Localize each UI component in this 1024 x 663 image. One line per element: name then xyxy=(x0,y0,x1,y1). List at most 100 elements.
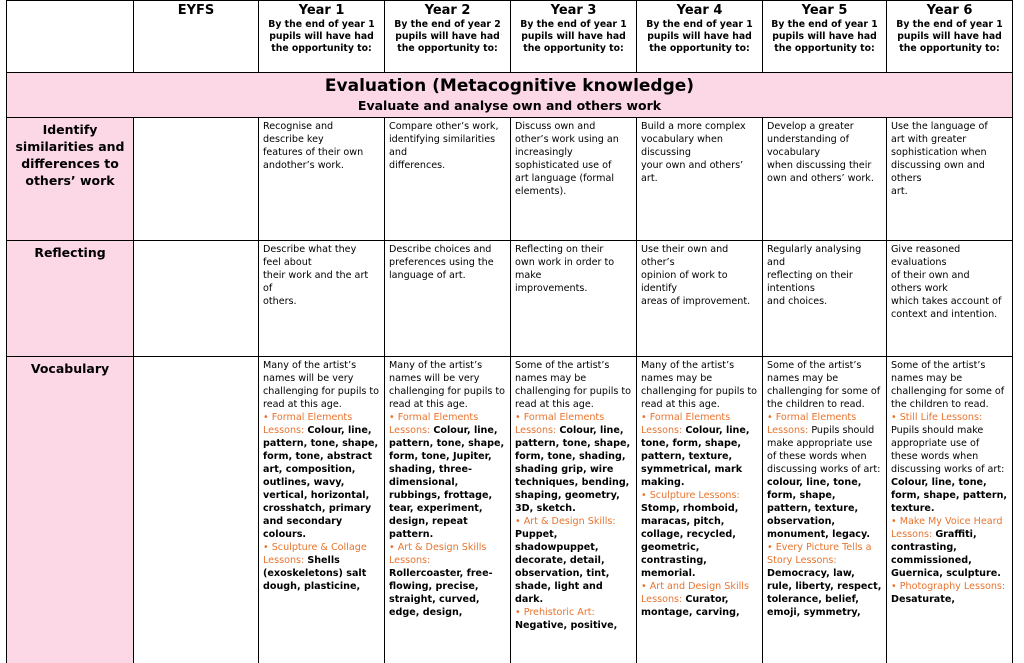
text-run: Stomp, rhomboid, maracas, pitch, collage… xyxy=(641,503,739,579)
header-row: EYFS Year 1 By the end of year 1 pupils wi… xyxy=(6,0,1013,73)
content-cell: Give reasoned evaluations of their own a… xyxy=(886,240,1013,357)
text-run: Colour, line, pattern, tone, shape, form… xyxy=(389,425,505,540)
text-run: Many of the artist’s names will be very … xyxy=(263,360,380,410)
banner-row: Evaluation (Metacognitive knowledge) Eval… xyxy=(6,72,1013,118)
text-run: Graffiti, contrasting, commissioned, Gue… xyxy=(891,529,1001,579)
text-run: • Formal Elements Lessons: xyxy=(515,412,605,436)
year-subtitle: By the end of year 1 pupils will have ha… xyxy=(646,19,753,54)
year-subtitle: By the end of year 2 pupils will have ha… xyxy=(394,19,501,54)
content-cell: Compare other’s work, identifying simila… xyxy=(384,117,511,241)
text-run: • Photography Lessons: xyxy=(891,581,1006,592)
year-title: Year 6 xyxy=(926,3,973,18)
content-row: Reflecting Describe what they feel about … xyxy=(6,240,1013,357)
text-run: • Art & Design Skills Lessons: xyxy=(389,542,487,566)
text-run: Shells (exoskeletons) salt dough, plasti… xyxy=(263,555,367,592)
content-cell: Some of the artist’s names may be challe… xyxy=(886,356,1013,663)
text-run: Democracy, law, rule, liberty, respect, … xyxy=(767,568,882,618)
year-header: Year 5 By the end of year 1 pupils will h… xyxy=(762,0,887,73)
row-label: Vocabulary xyxy=(6,356,134,663)
banner-title: Evaluation (Metacognitive knowledge) xyxy=(324,76,695,96)
text-run: colour, line, tone, form, shape, pattern… xyxy=(767,477,870,540)
text-run: • Art & Design Skills: xyxy=(515,516,616,527)
content-cell: Recognise and describe key features of t… xyxy=(258,117,385,241)
text-run: Colour, line, pattern, tone, shape, form… xyxy=(515,425,631,514)
text-run: Some of the artist’s names may be challe… xyxy=(891,360,1005,410)
eyfs-cell xyxy=(133,117,259,241)
content-cell: Use the language of art with greater sop… xyxy=(886,117,1013,241)
text-run: Recognise and describe key features of t… xyxy=(263,121,364,171)
text-run: Develop a greater understanding of vocab… xyxy=(767,121,874,184)
year-subtitle: By the end of year 1 pupils will have ha… xyxy=(896,19,1003,54)
text-run: Desaturate, xyxy=(891,594,956,605)
table-body: EYFS Year 1 By the end of year 1 pupils wi… xyxy=(6,0,1013,663)
text-run: Negative, positive, xyxy=(515,620,618,631)
eyfs-title: EYFS xyxy=(177,3,215,18)
content-row: Vocabulary Many of the artist’s names wil… xyxy=(6,356,1013,663)
banner-cell: Evaluation (Metacognitive knowledge) Eval… xyxy=(6,72,1013,118)
text-run: • Prehistoric Art: xyxy=(515,607,595,618)
year-subtitle: By the end of year 1 pupils will have ha… xyxy=(268,19,375,54)
text-run: Puppet, shadowpuppet, decorate, detail, … xyxy=(515,529,610,605)
text-run: Pupils should make appropriate use of th… xyxy=(891,425,1005,475)
text-run: Use the language of art with greater sop… xyxy=(891,121,988,197)
year-header: Year 3 By the end of year 1 pupils will h… xyxy=(510,0,637,73)
eyfs-header: EYFS xyxy=(133,0,259,73)
year-title: Year 3 xyxy=(550,3,597,18)
text-run: • Make My Voice Heard Lessons: xyxy=(891,516,1003,540)
text-run: • Formal Elements Lessons: xyxy=(767,412,857,436)
text-run: • Still Life Lessons: xyxy=(891,412,983,423)
text-run: Some of the artist’s names may be challe… xyxy=(767,360,881,410)
text-run: Many of the artist’s names may be challe… xyxy=(641,360,758,410)
year-subtitle: By the end of year 1 pupils will have ha… xyxy=(771,19,878,54)
content-cell: Use their own and other’s opinion of wor… xyxy=(636,240,763,357)
curriculum-table: EYFS Year 1 By the end of year 1 pupils wi… xyxy=(6,0,1013,663)
content-cell: Describe what they feel about their work… xyxy=(258,240,385,357)
text-run: Colour, line, pattern, tone, shape, form… xyxy=(263,425,379,540)
year-title: Year 2 xyxy=(424,3,471,18)
text-run: Some of the artist’s names may be challe… xyxy=(515,360,632,410)
text-run: Regularly analysing and reflecting on th… xyxy=(767,244,862,307)
content-cell: Regularly analysing and reflecting on th… xyxy=(762,240,887,357)
text-run: • Formal Elements Lessons: xyxy=(263,412,353,436)
content-row: Identify similarities and differences to… xyxy=(6,117,1013,241)
row-label: Reflecting xyxy=(6,240,134,357)
year-subtitle: By the end of year 1 pupils will have ha… xyxy=(520,19,627,54)
content-cell: Discuss own and other’s work using an in… xyxy=(510,117,637,241)
text-run: • Formal Elements Lessons: xyxy=(641,412,731,436)
year-title: Year 4 xyxy=(676,3,723,18)
text-run: Use their own and other’s opinion of wor… xyxy=(641,244,751,307)
corner-cell xyxy=(6,0,134,73)
banner-subtitle: Evaluate and analyse own and others work xyxy=(357,98,662,113)
text-run: • Every Picture Tells a Story Lessons: xyxy=(767,542,872,566)
content-cell: Many of the artist’s names will be very … xyxy=(384,356,511,663)
content-cell: Develop a greater understanding of vocab… xyxy=(762,117,887,241)
text-run: Many of the artist’s names will be very … xyxy=(389,360,506,410)
text-run: Build a more complex vocabulary when dis… xyxy=(641,121,746,184)
content-cell: Build a more complex vocabulary when dis… xyxy=(636,117,763,241)
text-run: Compare other’s work, identifying simila… xyxy=(389,121,499,171)
text-run: Describe choices and preferences using t… xyxy=(389,244,494,281)
text-run: Discuss own and other’s work using an in… xyxy=(515,121,619,197)
text-run: Give reasoned evaluations of their own a… xyxy=(891,244,1002,320)
year-header: Year 6 By the end of year 1 pupils will h… xyxy=(886,0,1013,73)
year-title: Year 1 xyxy=(298,3,345,18)
text-run: • Sculpture Lessons: xyxy=(641,490,740,501)
text-run: Reflecting on their own work in order to… xyxy=(515,244,615,294)
row-label: Identify similarities and differences to… xyxy=(6,117,134,241)
content-cell: Many of the artist’s names will be very … xyxy=(258,356,385,663)
eyfs-cell xyxy=(133,356,259,663)
text-run: • Formal Elements Lessons: xyxy=(389,412,479,436)
content-cell: Some of the artist’s names may be challe… xyxy=(762,356,887,663)
content-cell: Reflecting on their own work in order to… xyxy=(510,240,637,357)
year-title: Year 5 xyxy=(801,3,848,18)
text-run: • Art and Design Skills Lessons: xyxy=(641,581,749,605)
text-run: • Sculpture & Collage Lessons: xyxy=(263,542,367,566)
eyfs-cell xyxy=(133,240,259,357)
content-cell: Some of the artist’s names may be challe… xyxy=(510,356,637,663)
text-run: Colour, line, tone, form, shape, pattern… xyxy=(891,477,1008,514)
year-header: Year 1 By the end of year 1 pupils will h… xyxy=(258,0,385,73)
year-header: Year 2 By the end of year 2 pupils will h… xyxy=(384,0,511,73)
text-run: Curator, montage, carving, xyxy=(641,594,740,618)
content-cell: Many of the artist’s names may be challe… xyxy=(636,356,763,663)
